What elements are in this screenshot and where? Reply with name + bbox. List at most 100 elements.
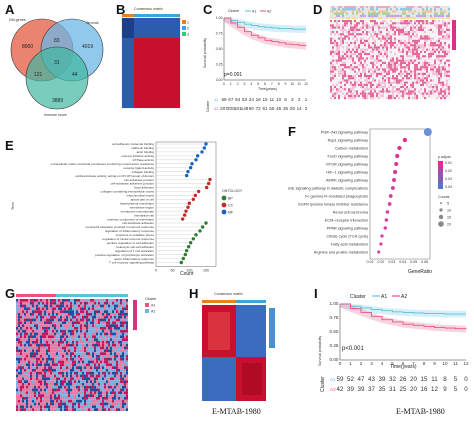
heatmap-cell xyxy=(66,313,68,316)
heatmap-cell xyxy=(410,46,412,49)
heatmap-cell xyxy=(390,66,392,69)
heatmap-cell xyxy=(94,357,96,361)
annotation-cell xyxy=(370,12,372,15)
annotation-cell xyxy=(336,6,338,9)
heatmap-cell xyxy=(48,299,50,302)
heatmap-cell xyxy=(64,304,66,308)
heatmap-cell xyxy=(404,39,406,42)
annotation-cell xyxy=(442,17,444,20)
heatmap-cell xyxy=(434,92,436,95)
heatmap-cell xyxy=(396,33,398,36)
annotation-cell xyxy=(424,6,426,9)
heatmap-cell xyxy=(330,35,332,38)
heatmap-cell xyxy=(368,97,370,100)
heatmap-cell xyxy=(36,329,38,333)
heatmap-cell xyxy=(30,371,32,375)
heatmap-cell xyxy=(20,355,22,358)
heatmap-cell xyxy=(440,37,442,40)
heatmap-cell xyxy=(336,72,338,75)
heatmap-cell xyxy=(390,24,392,27)
annotation-cell xyxy=(420,12,422,15)
annotation-cell xyxy=(354,17,356,20)
heatmap-cell xyxy=(344,24,346,27)
venn-label-a: DM-genes xyxy=(9,18,26,22)
heatmap-cell xyxy=(56,338,58,341)
count-legend-label: 10 xyxy=(447,209,451,213)
heatmap-cell xyxy=(112,360,114,364)
annotation-cell xyxy=(330,8,332,11)
heatmap-cell xyxy=(24,380,26,383)
annotation-cell xyxy=(430,6,432,9)
heatmap-cell xyxy=(378,35,380,38)
heatmap-cell xyxy=(350,94,352,97)
heatmap-cell xyxy=(24,377,26,381)
heatmap-cell xyxy=(430,46,432,49)
heatmap-cell xyxy=(402,22,404,25)
heatmap-cell xyxy=(360,90,362,93)
heatmap-cell xyxy=(16,324,18,327)
heatmap-cell xyxy=(62,346,64,350)
risk-cell: 3 xyxy=(291,97,294,102)
heatmap-cell xyxy=(332,33,334,36)
heatmap-cell xyxy=(92,371,94,375)
heatmap-cell xyxy=(416,92,418,95)
heatmap-cell xyxy=(76,332,78,336)
heatmap-cell xyxy=(394,50,396,53)
heatmap-cell xyxy=(88,385,90,389)
heatmap-cell xyxy=(400,37,402,40)
heatmap-cell xyxy=(116,402,118,406)
heatmap-cell xyxy=(22,405,24,409)
heatmap-cell xyxy=(386,53,388,56)
heatmap-cell xyxy=(360,92,362,95)
heatmap-cell xyxy=(418,42,420,45)
heatmap-cell xyxy=(374,64,376,67)
heatmap-cell xyxy=(446,81,448,84)
heatmap-cell xyxy=(56,335,58,339)
heatmap-cell xyxy=(396,88,398,91)
heatmap-cell xyxy=(370,24,372,27)
heatmap-cell xyxy=(40,313,42,316)
heatmap-cell xyxy=(58,343,60,347)
risk-cell: 10 xyxy=(276,97,282,102)
heatmap-cell xyxy=(406,26,408,29)
heatmap-cell xyxy=(110,327,112,330)
heatmap-cell xyxy=(36,324,38,327)
heatmap-cell xyxy=(54,369,56,372)
heatmap-cell xyxy=(424,53,426,56)
heatmap-cell xyxy=(402,39,404,42)
heatmap-cell xyxy=(46,355,48,358)
heatmap-cell xyxy=(108,366,110,369)
heatmap-cell xyxy=(108,360,110,364)
heatmap-cell xyxy=(96,324,98,327)
heatmap-cell xyxy=(20,341,22,344)
heatmap-cell xyxy=(372,22,374,25)
block-offdiag-b xyxy=(134,18,180,38)
heatmap-cell xyxy=(338,26,340,29)
heatmap-cell xyxy=(82,346,84,350)
heatmap-cell xyxy=(18,341,20,344)
kegg-x-tick: 0.01 xyxy=(367,260,374,264)
heatmap-cell xyxy=(378,79,380,82)
heatmap-cell xyxy=(412,39,414,42)
heatmap-cell xyxy=(38,341,40,344)
heatmap-cell xyxy=(94,313,96,316)
annotation-cell xyxy=(352,10,354,13)
heatmap-cell xyxy=(88,304,90,308)
x-tick-label: 7 xyxy=(271,82,273,86)
heatmap-cell xyxy=(52,318,54,322)
go-legend-bp-e: BP xyxy=(228,197,233,201)
heatmap-cell xyxy=(440,26,442,29)
heatmap-cell xyxy=(46,399,48,403)
heatmap-cell xyxy=(32,332,34,336)
heatmap-cell xyxy=(74,399,76,403)
annotation-cell xyxy=(332,10,334,13)
heatmap-cell xyxy=(410,39,412,42)
heatmap-cell xyxy=(382,86,384,89)
heatmap-cell xyxy=(78,355,80,358)
heatmap-cell xyxy=(112,371,114,375)
heatmap-cell xyxy=(344,64,346,67)
heatmap-cell xyxy=(440,92,442,95)
heatmap-cell xyxy=(414,66,416,69)
heatmap-cell xyxy=(106,329,108,333)
heatmap-cell xyxy=(42,318,44,322)
